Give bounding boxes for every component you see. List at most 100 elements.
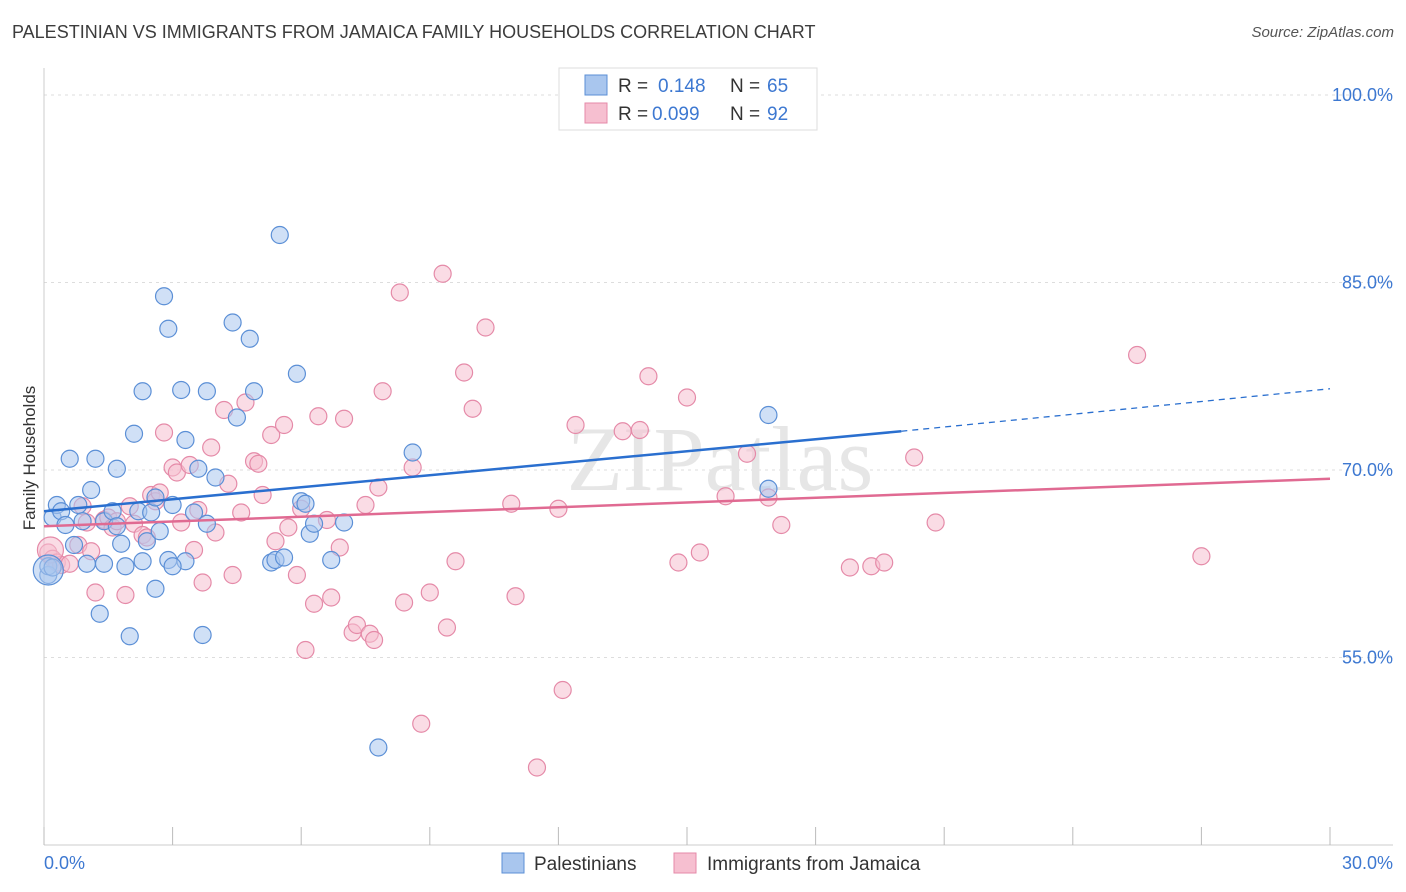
legend-swatch-jamaica	[584, 102, 608, 124]
point-palestinian	[133, 382, 152, 401]
point-jamaica	[202, 438, 221, 457]
point-jamaica	[420, 583, 439, 602]
point-jamaica	[347, 615, 367, 635]
point-jamaica	[309, 407, 328, 426]
point-palestinian	[240, 329, 259, 348]
point-jamaica	[446, 552, 465, 571]
legend-n-label-1: N =	[730, 76, 760, 97]
point-palestinian	[759, 479, 778, 498]
point-palestinian	[82, 480, 101, 500]
point-jamaica	[116, 585, 135, 605]
legend-bottom-label-jamaica: Immigrants from Jamaica	[707, 854, 921, 875]
point-palestinian	[77, 554, 96, 573]
point-palestinian	[189, 459, 208, 478]
point-jamaica	[463, 399, 482, 418]
point-jamaica	[279, 518, 298, 537]
legend-n-label-2: N =	[730, 104, 760, 125]
trend-line-jamaica	[43, 477, 1331, 528]
x-tick-label-max: 30.0%	[1342, 853, 1393, 873]
point-palestinian	[403, 443, 422, 462]
point-palestinian	[270, 225, 289, 245]
point-jamaica	[274, 415, 294, 435]
point-jamaica	[412, 714, 431, 733]
axis-layer	[43, 68, 1393, 846]
point-jamaica	[390, 283, 409, 302]
point-jamaica	[1127, 345, 1147, 365]
point-palestinian	[124, 424, 144, 443]
y-tick-labels: 55.0% 70.0% 85.0% 100.0%	[1332, 85, 1393, 668]
point-jamaica	[926, 513, 945, 532]
x-tick-label-min: 0.0%	[44, 853, 85, 873]
point-palestinian	[304, 514, 324, 533]
point-jamaica	[630, 420, 649, 440]
point-palestinian	[73, 512, 92, 531]
point-jamaica	[249, 454, 268, 473]
point-jamaica	[223, 565, 242, 585]
point-jamaica	[437, 618, 457, 637]
point-jamaica	[549, 499, 568, 518]
grid-layer	[44, 94, 1393, 658]
point-jamaica	[322, 588, 341, 607]
point-jamaica	[86, 583, 105, 602]
point-jamaica	[296, 640, 315, 660]
point-palestinian	[159, 319, 178, 338]
legend-r-value-1: 0.148	[658, 76, 706, 97]
y-tick-label: 100.0%	[1332, 85, 1393, 105]
point-palestinian	[133, 552, 152, 571]
point-palestinian	[197, 382, 216, 401]
trend-layer	[43, 388, 1331, 528]
point-palestinian	[94, 554, 114, 573]
point-jamaica	[356, 495, 375, 515]
point-jamaica	[527, 758, 547, 777]
point-palestinian	[322, 550, 341, 570]
legend-r-label-1: R =	[618, 76, 648, 97]
point-jamaica	[287, 565, 307, 585]
y-axis-label: Family Households	[20, 386, 39, 531]
trend-line-palestinians-extrapolated	[901, 388, 1331, 432]
legend-r-label-2: R =	[618, 104, 648, 125]
chart-source: Source: ZipAtlas.com	[1251, 24, 1394, 41]
point-palestinian	[197, 514, 216, 533]
point-jamaica	[1192, 547, 1211, 566]
point-jamaica	[476, 318, 495, 337]
point-jamaica	[433, 264, 452, 283]
point-jamaica	[690, 543, 709, 562]
y-tick-label: 55.0%	[1342, 648, 1393, 668]
point-palestinian	[176, 430, 195, 450]
point-palestinian	[163, 557, 182, 576]
point-palestinian	[369, 738, 388, 757]
point-jamaica	[304, 594, 324, 613]
point-palestinian	[274, 548, 294, 567]
point-jamaica	[154, 423, 174, 442]
point-jamaica	[737, 444, 757, 463]
point-palestinian	[64, 535, 84, 555]
point-palestinian	[107, 459, 126, 478]
point-jamaica	[330, 538, 349, 557]
point-jamaica	[454, 363, 474, 382]
point-palestinian	[142, 503, 161, 522]
point-jamaica	[677, 388, 697, 407]
point-palestinian-cluster	[32, 554, 64, 586]
y-tick-label: 85.0%	[1342, 273, 1393, 293]
point-jamaica	[262, 425, 281, 445]
point-jamaica	[772, 515, 791, 535]
y-tick-label: 70.0%	[1342, 460, 1393, 480]
point-jamaica	[669, 553, 688, 572]
legend-bottom-swatch-palestinians	[501, 852, 525, 874]
point-jamaica	[334, 409, 354, 428]
point-palestinian	[146, 488, 165, 507]
point-jamaica	[553, 680, 572, 700]
point-jamaica	[506, 587, 525, 606]
point-palestinian	[69, 495, 88, 515]
chart-title: PALESTINIAN VS IMMIGRANTS FROM JAMAICA F…	[12, 22, 816, 42]
point-palestinian	[60, 449, 79, 468]
point-palestinian	[137, 532, 156, 551]
legend-swatch-palestinians	[584, 74, 608, 96]
point-palestinian	[116, 557, 135, 576]
point-palestinian	[86, 449, 105, 468]
legend-r-value-2: 0.099	[652, 104, 700, 125]
point-palestinian	[90, 604, 109, 623]
legend-bottom-label-palestinians: Palestinians	[534, 854, 636, 875]
point-jamaica	[905, 448, 924, 467]
